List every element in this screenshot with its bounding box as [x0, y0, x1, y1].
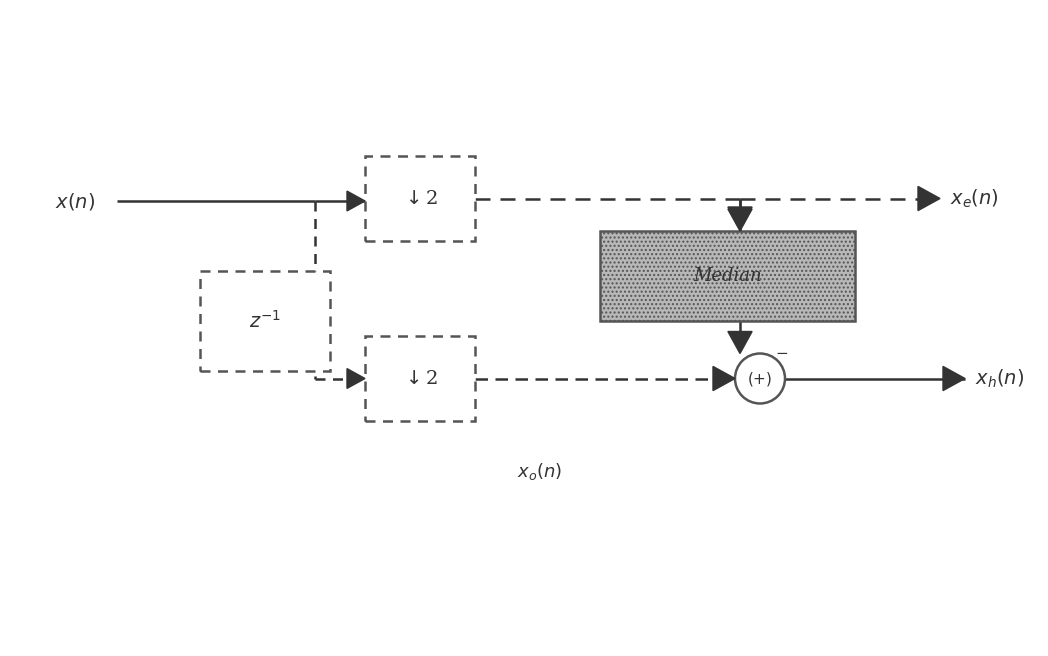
Bar [365, 336, 475, 421]
Text: $x(n)$: $x(n)$ [54, 190, 95, 211]
Text: $x_e(n)$: $x_e(n)$ [949, 188, 999, 210]
Circle shape [735, 354, 785, 403]
Text: $(+)$: $(+)$ [747, 369, 772, 388]
Text: $x_o(n)$: $x_o(n)$ [518, 461, 563, 482]
Polygon shape [728, 331, 752, 354]
Polygon shape [728, 207, 752, 229]
Text: $-$: $-$ [776, 344, 788, 358]
Polygon shape [347, 191, 365, 211]
Bar [200, 271, 330, 371]
Bar [365, 156, 475, 241]
Polygon shape [918, 186, 940, 211]
Polygon shape [713, 367, 735, 390]
Polygon shape [943, 367, 965, 390]
Text: Median: Median [693, 267, 762, 285]
Text: $\downarrow$2: $\downarrow$2 [401, 369, 438, 388]
Polygon shape [728, 209, 752, 231]
Text: $\downarrow$2: $\downarrow$2 [401, 190, 438, 207]
Polygon shape [347, 369, 365, 388]
Text: $z^{-1}$: $z^{-1}$ [249, 310, 281, 332]
Bar [601, 231, 855, 321]
Text: $x_h(n)$: $x_h(n)$ [975, 367, 1024, 390]
